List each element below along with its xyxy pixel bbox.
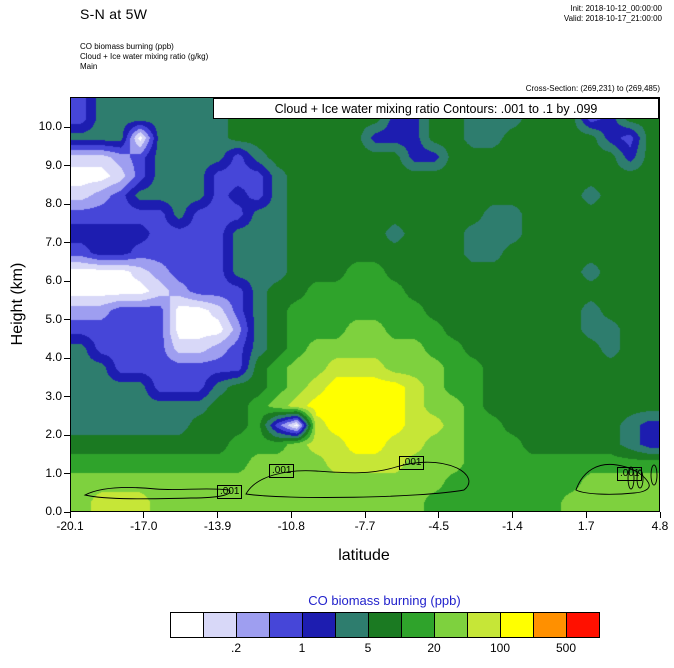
y-tick-label: 6.0 <box>45 273 62 288</box>
contour-value-label: .001 <box>617 467 643 481</box>
contour-scribble-2 <box>636 469 644 489</box>
y-tick-mark <box>64 511 70 513</box>
y-tick-mark <box>64 242 70 244</box>
contour-note: Cloud + Ice water mixing ratio Contours:… <box>213 98 659 119</box>
y-tick-mark <box>64 473 70 474</box>
y-tick-mark <box>64 396 70 397</box>
y-tick-mark <box>64 319 70 320</box>
x-tick-mark <box>143 512 145 518</box>
y-tick-label: 3.0 <box>45 388 62 403</box>
colorbar-tick-label: 1 <box>298 641 306 655</box>
colorbar-cell <box>269 612 303 638</box>
y-axis-title: Height (km) <box>9 262 26 346</box>
colorbar-cell <box>302 612 336 638</box>
field-list: CO biomass burning (ppb) Cloud + Ice wat… <box>80 42 208 72</box>
cloud-ice-contour-lines <box>83 461 658 500</box>
colorbar-cell <box>335 612 369 638</box>
x-tick-label: -1.4 <box>502 519 523 533</box>
y-tick-label: 10.0 <box>38 119 62 134</box>
y-tick-label: 2.0 <box>45 427 62 441</box>
colorbar-title: CO biomass burning (ppb) <box>308 593 461 608</box>
field-main-label: Main <box>80 62 98 71</box>
colorbar-cell <box>170 612 204 638</box>
colorbar-tick-label: 5 <box>364 641 372 655</box>
x-tick-mark <box>290 512 292 518</box>
x-tick-label: 4.8 <box>651 519 669 533</box>
x-axis-title: latitude <box>338 547 390 564</box>
contour-loop-left <box>83 486 231 500</box>
y-tick-label: 7.0 <box>45 234 62 249</box>
y-tick-mark <box>64 280 70 282</box>
colorbar-tick-label: .2 <box>230 641 242 655</box>
contour-value-label: .001 <box>399 456 425 470</box>
cross-section-coords: Cross-Section: (269,231) to (269,485) <box>525 84 660 93</box>
init-time: Init: 2018-10-12_00:00:00 <box>570 4 662 13</box>
y-tick-label: 9.0 <box>45 157 62 172</box>
x-tick-mark <box>217 512 218 518</box>
colorbar-cell <box>500 612 534 638</box>
filled-contour-field <box>71 98 659 511</box>
x-tick-mark <box>69 512 71 518</box>
field-co-label: CO biomass burning (ppb) <box>80 42 174 51</box>
colorbar-tick-label: 500 <box>555 641 577 655</box>
colorbar-cell <box>533 612 567 638</box>
colorbar-cell <box>434 612 468 638</box>
run-times: Init: 2018-10-12_00:00:00 Valid: 2018-10… <box>564 4 662 24</box>
y-tick-label: 4.0 <box>45 350 62 364</box>
colorbar-cell <box>368 612 402 638</box>
contour-loop-right <box>575 463 650 495</box>
y-tick-mark <box>64 434 70 436</box>
x-tick-label: -7.7 <box>354 519 376 533</box>
y-tick-mark <box>64 165 70 167</box>
colorbar-cell <box>236 612 270 638</box>
colorbar-cell <box>401 612 435 638</box>
x-tick-mark <box>512 512 513 518</box>
x-tick-label: -17.0 <box>130 519 158 533</box>
y-tick-label: 1.0 <box>45 465 62 480</box>
colorbar-cell <box>566 612 600 638</box>
x-tick-label: -20.1 <box>56 519 84 533</box>
x-tick-mark <box>438 512 440 518</box>
x-tick-label: -4.5 <box>428 519 450 533</box>
valid-time: Valid: 2018-10-17_21:00:00 <box>563 14 662 23</box>
colorbar-cell <box>203 612 237 638</box>
contour-loop-center <box>245 461 470 498</box>
field-cloud-label: Cloud + Ice water mixing ratio (g/kg) <box>80 52 209 61</box>
colorbar-tick-label: 100 <box>489 641 511 655</box>
y-tick-mark <box>64 203 70 205</box>
colorbar-cell <box>467 612 501 638</box>
x-tick-mark <box>585 512 587 518</box>
y-tick-label: 0.0 <box>45 504 62 518</box>
y-tick-label: 5.0 <box>45 311 62 326</box>
contour-scribble-3 <box>650 464 658 486</box>
x-tick-label: -13.9 <box>203 519 232 533</box>
x-tick-label: 1.7 <box>577 519 595 533</box>
page-title: S-N at 5W <box>80 6 148 22</box>
contour-value-label: .001 <box>269 464 295 478</box>
y-tick-label: 8.0 <box>45 196 62 211</box>
y-tick-mark <box>64 126 70 128</box>
contour-value-label: .001 <box>217 485 243 499</box>
x-tick-mark <box>659 512 661 518</box>
colorbar-tick-label: 20 <box>427 641 441 655</box>
x-tick-label: -10.8 <box>277 519 305 533</box>
x-tick-mark <box>364 512 366 518</box>
y-tick-mark <box>64 357 70 359</box>
plot-area: Cloud + Ice water mixing ratio Contours:… <box>70 97 660 512</box>
